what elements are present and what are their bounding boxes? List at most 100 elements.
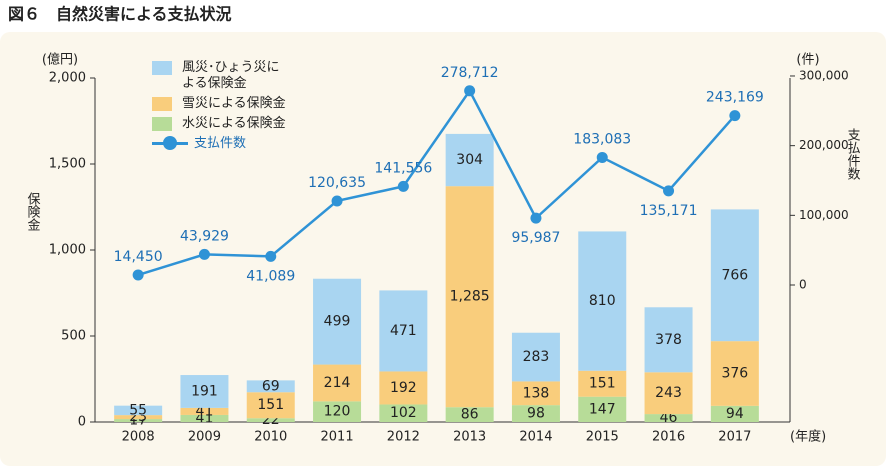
bar-segment bbox=[578, 396, 627, 422]
bar-value-label: 69 bbox=[262, 378, 280, 394]
y-unit: (億円) bbox=[42, 52, 78, 68]
legend-swatch bbox=[152, 61, 172, 75]
bar-segment bbox=[644, 372, 693, 415]
bar-value-label: 151 bbox=[589, 376, 616, 392]
bar-segment bbox=[710, 405, 759, 422]
legend-item: 水災による保険金 bbox=[152, 116, 314, 132]
bar-value-label: 499 bbox=[324, 314, 351, 330]
line-point bbox=[265, 250, 277, 262]
legend-swatch bbox=[152, 97, 172, 111]
bar-segment bbox=[114, 419, 163, 422]
y-tick-label: 2,000 bbox=[49, 71, 86, 86]
line-value-label: 243,169 bbox=[706, 90, 764, 106]
bar-value-label: 766 bbox=[721, 267, 748, 283]
x-tick-label: 2011 bbox=[321, 430, 354, 445]
x-tick-label: 2013 bbox=[453, 430, 486, 445]
bar-segment bbox=[313, 364, 362, 402]
legend-label: 風災･ひょう災による保険金 bbox=[182, 60, 280, 91]
bar-segment bbox=[313, 401, 362, 422]
line-point bbox=[464, 85, 476, 97]
bar-segment bbox=[644, 307, 693, 373]
bar-segment bbox=[379, 404, 428, 422]
x-tick-label: 2008 bbox=[122, 430, 155, 445]
y-tick-label: 0 bbox=[78, 415, 86, 430]
line-value-label: 278,712 bbox=[441, 65, 499, 81]
bar-value-label: 191 bbox=[191, 383, 218, 399]
bar-segment bbox=[180, 375, 229, 408]
legend-label: 水災による保険金 bbox=[182, 116, 286, 131]
line-point bbox=[397, 180, 409, 192]
bar-segment bbox=[578, 370, 627, 397]
x-tick-label: 2017 bbox=[718, 430, 751, 445]
line-value-label: 43,929 bbox=[180, 228, 229, 244]
line-value-label: 183,083 bbox=[573, 131, 631, 147]
y2-unit: (件) bbox=[796, 53, 819, 68]
bar-segment bbox=[246, 380, 295, 393]
bar-segment bbox=[710, 209, 759, 342]
line-point bbox=[663, 185, 675, 197]
chart-title: 図６ 自然災害による支払状況 bbox=[8, 5, 232, 24]
line-value-label: 95,987 bbox=[511, 230, 560, 246]
line-point bbox=[596, 151, 608, 163]
bar-segment bbox=[578, 231, 627, 371]
bar-value-label: 378 bbox=[655, 332, 682, 348]
bar-value-label: 94 bbox=[726, 406, 744, 422]
bar-value-label: 214 bbox=[324, 375, 351, 391]
line-value-label: 120,635 bbox=[308, 175, 366, 191]
y-tick-label: 1,000 bbox=[49, 243, 86, 258]
bar-segment bbox=[180, 414, 229, 422]
legend-item: 雪災による保険金 bbox=[152, 96, 314, 112]
x-tick-label: 2015 bbox=[586, 430, 619, 445]
y-tick-label: 1,500 bbox=[49, 157, 86, 172]
x-unit: (年度) bbox=[790, 429, 826, 445]
line-value-label: 14,450 bbox=[114, 249, 163, 265]
bar-segment bbox=[379, 371, 428, 405]
bar-value-label: 86 bbox=[461, 407, 479, 423]
legend-label: 支払件数 bbox=[194, 136, 247, 151]
bar-value-label: 98 bbox=[527, 406, 545, 422]
line bbox=[137, 88, 736, 277]
bar-value-label: 147 bbox=[589, 401, 616, 417]
line-point bbox=[331, 195, 343, 207]
line-value-label: 135,171 bbox=[640, 203, 698, 219]
bar-segment bbox=[114, 415, 163, 420]
bar-value-label: 304 bbox=[456, 152, 483, 168]
bar-segment bbox=[511, 332, 560, 382]
bar-value-label: 102 bbox=[390, 405, 417, 421]
y2-tick-label: 0 bbox=[799, 278, 807, 292]
bar-segment bbox=[246, 392, 295, 419]
legend-label: 雪災による保険金 bbox=[182, 96, 286, 111]
bar-segment bbox=[379, 290, 428, 372]
bar-value-label: 283 bbox=[523, 349, 550, 365]
x-tick-label: 2016 bbox=[652, 430, 685, 445]
y2-tick-label: 100,000 bbox=[799, 208, 849, 222]
bar-segment bbox=[710, 341, 759, 406]
bar-value-label: 243 bbox=[655, 385, 682, 401]
y2-label: 支払件数 bbox=[845, 128, 861, 180]
legend-item: 支払件数 bbox=[152, 136, 314, 152]
bar-value-label: 471 bbox=[390, 323, 417, 339]
bar-value-label: 810 bbox=[589, 293, 616, 309]
line-point bbox=[530, 212, 542, 224]
bar-value-label: 120 bbox=[324, 404, 351, 420]
bar-segment bbox=[114, 405, 163, 416]
bar-value-label: 138 bbox=[523, 385, 550, 401]
x-tick-label: 2009 bbox=[188, 430, 221, 445]
legend: 風災･ひょう災による保険金雪災による保険金 水災による保険金支払件数 bbox=[152, 60, 314, 156]
bar-segment bbox=[511, 405, 560, 422]
bar-value-label: 376 bbox=[721, 365, 748, 381]
bar-value-label: 151 bbox=[257, 397, 284, 413]
bar-segment bbox=[445, 186, 494, 408]
line-point bbox=[729, 110, 741, 122]
y2-tick-label: 300,000 bbox=[799, 68, 849, 82]
bar-segment bbox=[644, 414, 693, 422]
bar-segment bbox=[180, 407, 229, 415]
bar-value-label: 192 bbox=[390, 380, 417, 396]
line-point bbox=[198, 248, 210, 260]
x-tick-label: 2014 bbox=[519, 430, 552, 445]
legend-item: 風災･ひょう災による保険金 bbox=[152, 60, 314, 92]
bar-value-label: 55 bbox=[129, 402, 147, 418]
bar-segment bbox=[445, 407, 494, 422]
